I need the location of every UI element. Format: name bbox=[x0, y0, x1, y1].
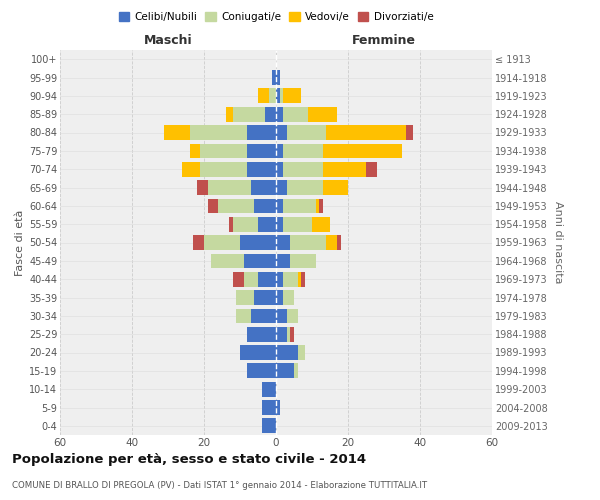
Bar bbox=[258, 272, 276, 286]
Bar bbox=[204, 235, 240, 250]
Bar bbox=[258, 88, 269, 103]
Bar bbox=[283, 198, 316, 213]
Bar bbox=[276, 254, 290, 268]
Bar bbox=[323, 162, 366, 176]
Bar bbox=[247, 364, 276, 378]
Bar bbox=[287, 125, 326, 140]
Bar bbox=[316, 198, 319, 213]
Bar bbox=[190, 144, 200, 158]
Bar bbox=[290, 327, 294, 342]
Bar bbox=[251, 308, 276, 323]
Bar bbox=[287, 308, 298, 323]
Y-axis label: Fasce di età: Fasce di età bbox=[14, 210, 25, 276]
Bar bbox=[337, 235, 341, 250]
Bar bbox=[298, 345, 305, 360]
Bar bbox=[226, 107, 233, 122]
Bar bbox=[290, 235, 326, 250]
Bar bbox=[262, 400, 276, 415]
Bar bbox=[182, 162, 200, 176]
Bar bbox=[276, 364, 294, 378]
Bar bbox=[272, 70, 276, 85]
Bar bbox=[229, 217, 233, 232]
Bar bbox=[287, 180, 323, 195]
Bar bbox=[283, 107, 308, 122]
Y-axis label: Anni di nascita: Anni di nascita bbox=[553, 201, 563, 284]
Bar bbox=[190, 125, 247, 140]
Bar bbox=[276, 345, 298, 360]
Bar bbox=[406, 125, 413, 140]
Bar bbox=[200, 144, 247, 158]
Bar bbox=[283, 272, 298, 286]
Bar bbox=[276, 400, 280, 415]
Bar bbox=[323, 180, 348, 195]
Text: Maschi: Maschi bbox=[143, 34, 193, 48]
Bar bbox=[319, 198, 323, 213]
Bar bbox=[323, 144, 402, 158]
Text: Popolazione per età, sesso e stato civile - 2014: Popolazione per età, sesso e stato civil… bbox=[12, 452, 366, 466]
Bar bbox=[240, 235, 276, 250]
Bar bbox=[276, 162, 283, 176]
Bar bbox=[298, 272, 301, 286]
Text: COMUNE DI BRALLO DI PREGOLA (PV) - Dati ISTAT 1° gennaio 2014 - Elaborazione TUT: COMUNE DI BRALLO DI PREGOLA (PV) - Dati … bbox=[12, 481, 427, 490]
Bar bbox=[312, 217, 330, 232]
Bar bbox=[254, 198, 276, 213]
Bar bbox=[233, 272, 244, 286]
Text: Femmine: Femmine bbox=[352, 34, 416, 48]
Bar bbox=[283, 88, 301, 103]
Bar bbox=[244, 254, 276, 268]
Bar bbox=[262, 382, 276, 396]
Bar bbox=[276, 272, 283, 286]
Bar bbox=[366, 162, 377, 176]
Bar bbox=[283, 144, 323, 158]
Bar bbox=[276, 180, 287, 195]
Bar bbox=[208, 180, 251, 195]
Bar bbox=[287, 327, 290, 342]
Bar bbox=[276, 198, 283, 213]
Bar bbox=[247, 162, 276, 176]
Bar bbox=[164, 125, 190, 140]
Bar bbox=[251, 180, 276, 195]
Bar bbox=[233, 107, 265, 122]
Bar bbox=[276, 88, 280, 103]
Bar bbox=[254, 290, 276, 305]
Bar bbox=[197, 180, 208, 195]
Bar bbox=[290, 254, 316, 268]
Bar bbox=[208, 198, 218, 213]
Bar bbox=[193, 235, 204, 250]
Bar bbox=[308, 107, 337, 122]
Bar bbox=[240, 345, 276, 360]
Bar bbox=[247, 327, 276, 342]
Bar bbox=[236, 308, 251, 323]
Bar bbox=[276, 125, 287, 140]
Bar bbox=[218, 198, 254, 213]
Bar bbox=[276, 144, 283, 158]
Bar bbox=[283, 162, 323, 176]
Bar bbox=[211, 254, 244, 268]
Bar bbox=[276, 107, 283, 122]
Bar bbox=[262, 418, 276, 433]
Bar bbox=[276, 290, 283, 305]
Bar bbox=[233, 217, 258, 232]
Bar bbox=[269, 88, 276, 103]
Bar bbox=[200, 162, 247, 176]
Bar bbox=[276, 308, 287, 323]
Bar bbox=[236, 290, 254, 305]
Bar bbox=[294, 364, 298, 378]
Bar bbox=[258, 217, 276, 232]
Bar bbox=[276, 217, 283, 232]
Bar bbox=[326, 235, 337, 250]
Bar bbox=[276, 327, 287, 342]
Legend: Celibi/Nubili, Coniugati/e, Vedovi/e, Divorziati/e: Celibi/Nubili, Coniugati/e, Vedovi/e, Di… bbox=[115, 8, 437, 26]
Bar bbox=[244, 272, 258, 286]
Bar bbox=[283, 290, 294, 305]
Bar bbox=[326, 125, 406, 140]
Bar bbox=[301, 272, 305, 286]
Bar bbox=[265, 107, 276, 122]
Bar bbox=[276, 235, 290, 250]
Bar bbox=[276, 70, 280, 85]
Bar bbox=[280, 88, 283, 103]
Bar bbox=[283, 217, 312, 232]
Bar bbox=[247, 144, 276, 158]
Bar bbox=[247, 125, 276, 140]
